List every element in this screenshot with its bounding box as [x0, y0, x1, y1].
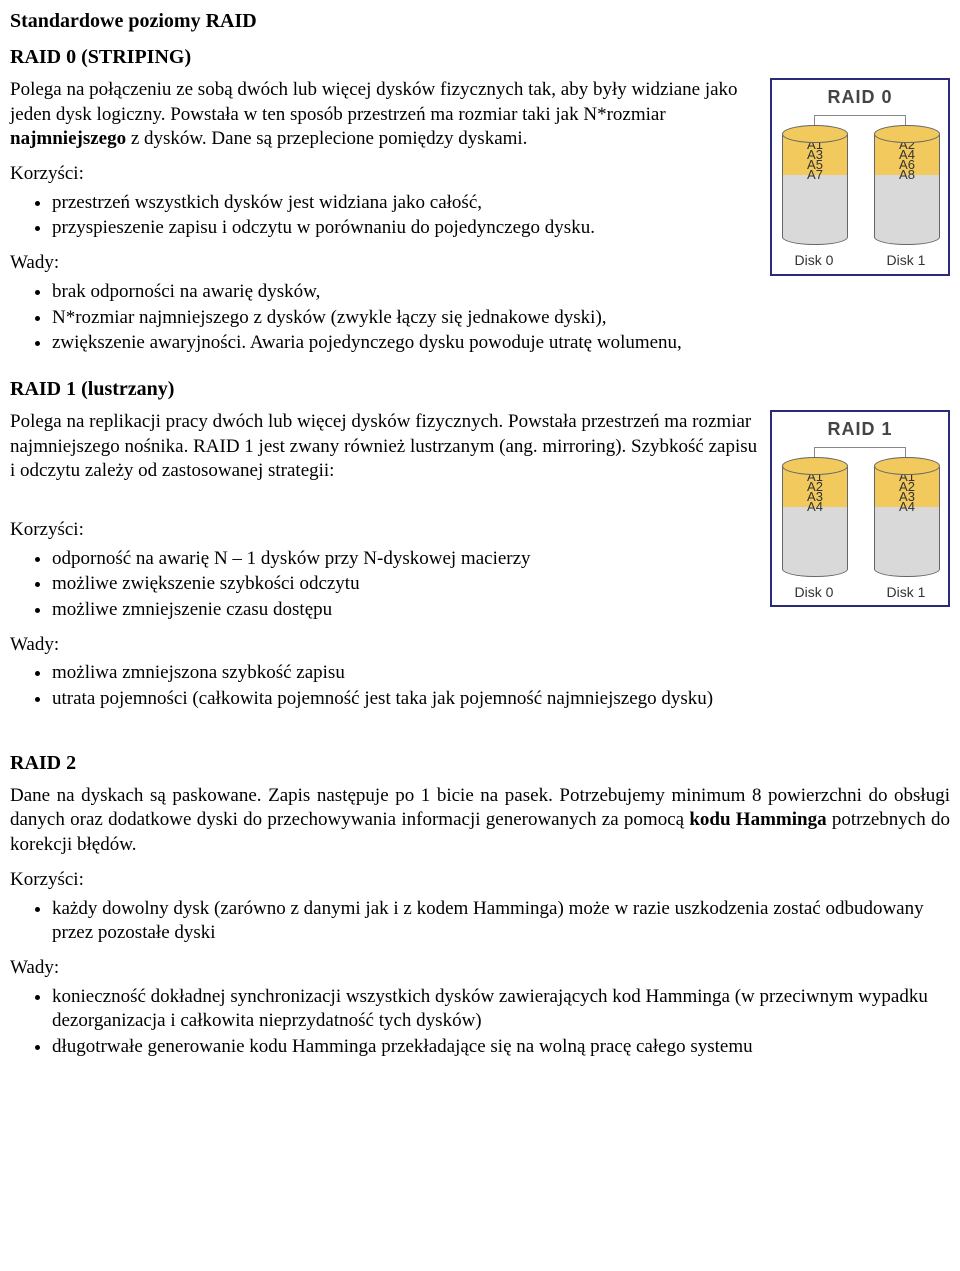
raid0-disk0-label: Disk 0 [778, 251, 850, 269]
raid1-connectors [778, 443, 942, 455]
raid0-disk1-band3: A8 [875, 167, 939, 184]
page-title: Standardowe poziomy RAID [10, 8, 950, 34]
raid1-disk0: A1 A2 A3 A4 Disk 0 [778, 457, 850, 601]
raid2-heading: RAID 2 [10, 750, 950, 776]
list-item: długotrwałe generowanie kodu Hamminga pr… [52, 1035, 950, 1060]
raid1-heading: RAID 1 (lustrzany) [10, 376, 950, 402]
raid0-para-a: Polega na połączeniu ze sobą dwóch lub w… [10, 79, 738, 125]
raid2-para-bold: kodu Hamminga [689, 809, 826, 830]
raid1-disk1: A1 A2 A3 A4 Disk 1 [870, 457, 942, 601]
raid0-disk1-label: Disk 1 [870, 251, 942, 269]
raid0-connectors [778, 111, 942, 123]
raid0-heading: RAID 0 (STRIPING) [10, 44, 950, 70]
raid2-paragraph: Dane na dyskach są paskowane. Zapis nast… [10, 784, 950, 858]
raid0-disk1: A2 A4 A6 A8 Disk 1 [870, 125, 942, 269]
list-item: N*rozmiar najmniejszego z dysków (zwykle… [52, 306, 950, 331]
raid0-diagram: RAID 0 A1 A3 A5 A7 Disk 0 A2 A4 A6 A8 [770, 78, 950, 276]
raid0-para-b: z dysków. Dane są przeplecione pomiędzy … [126, 128, 527, 149]
raid1-diagram-title: RAID 1 [778, 418, 942, 441]
list-item: zwiększenie awaryjności. Awaria pojedync… [52, 331, 950, 356]
raid0-drawbacks-list: brak odporności na awarię dysków, N*rozm… [10, 280, 950, 356]
list-item: brak odporności na awarię dysków, [52, 280, 950, 305]
raid2-drawbacks-label: Wady: [10, 956, 950, 981]
raid0-diagram-title: RAID 0 [778, 86, 942, 109]
list-item: możliwa zmniejszona szybkość zapisu [52, 661, 950, 686]
raid1-disk0-label: Disk 0 [778, 583, 850, 601]
raid1-disk0-band3: A4 [783, 499, 847, 516]
raid0-para-bold: najmniejszego [10, 128, 126, 149]
raid1-drawbacks-list: możliwa zmniejszona szybkość zapisu utra… [10, 661, 950, 711]
raid2-drawbacks-list: konieczność dokładnej synchronizacji wsz… [10, 985, 950, 1060]
raid0-disk0-band3: A7 [783, 167, 847, 184]
list-item: konieczność dokładnej synchronizacji wsz… [52, 985, 950, 1034]
raid1-disk1-band3: A4 [875, 499, 939, 516]
list-item: każdy dowolny dysk (zarówno z danymi jak… [52, 897, 950, 946]
raid2-benefits-list: każdy dowolny dysk (zarówno z danymi jak… [10, 897, 950, 946]
raid1-diagram: RAID 1 A1 A2 A3 A4 Disk 0 A1 A2 A3 A4 [770, 410, 950, 608]
raid0-disk0: A1 A3 A5 A7 Disk 0 [778, 125, 850, 269]
raid2-benefits-label: Korzyści: [10, 868, 950, 893]
raid1-disk1-label: Disk 1 [870, 583, 942, 601]
raid1-drawbacks-label: Wady: [10, 633, 950, 658]
list-item: utrata pojemności (całkowita pojemność j… [52, 687, 950, 712]
